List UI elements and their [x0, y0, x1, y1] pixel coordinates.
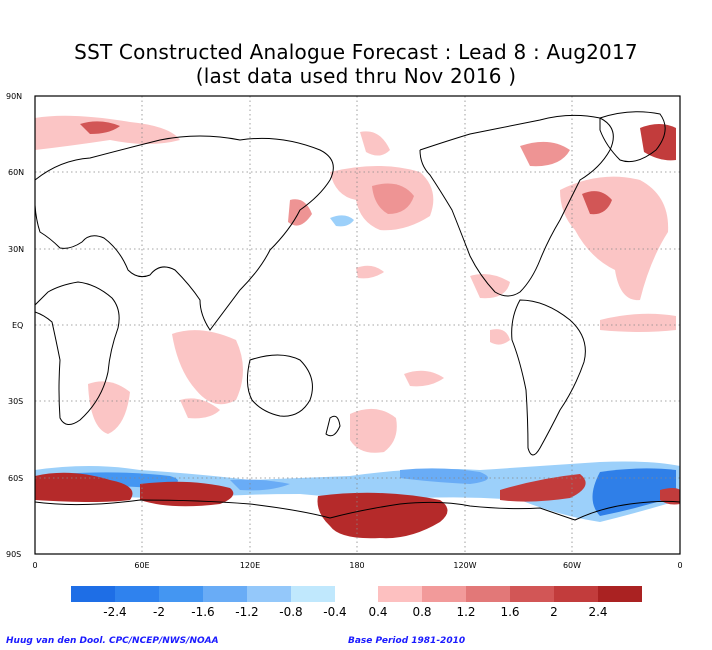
legend-value-label: 0.8 [412, 605, 431, 619]
legend-value-label: 1.2 [456, 605, 475, 619]
coastline-north-america [419, 114, 614, 297]
legend-value-label: 2 [550, 605, 558, 619]
cold-anomaly-nw-pacific [330, 215, 354, 227]
coastline-south-america [511, 299, 586, 456]
warm-anomaly-gulf-stream [582, 191, 612, 215]
lon-label: 120E [240, 561, 260, 570]
legend-value-label: -2.4 [103, 605, 126, 619]
cold-anomaly-core [592, 468, 676, 516]
latitude-labels: 90N 60N 30N EQ 30S 60S 90S [6, 92, 24, 559]
chart-title: SST Constructed Analogue Forecast : Lead… [74, 40, 638, 64]
lat-label: 30N [8, 245, 24, 254]
legend-value-label: -1.6 [191, 605, 214, 619]
coastline-africa-eurasia [35, 281, 120, 425]
warm-anomaly-hudson [520, 141, 570, 167]
legend-value-label: -0.4 [323, 605, 346, 619]
warm-anomaly-barents [80, 121, 120, 134]
legend-value-label: 2.4 [588, 605, 607, 619]
legend-swatch-warm-0 [378, 586, 422, 602]
legend-swatch-cool-4 [247, 586, 291, 602]
lon-label: 0 [677, 561, 682, 570]
lat-label: 60S [8, 474, 23, 483]
warm-anomaly-west-australia [180, 398, 220, 419]
lon-label: 0 [32, 561, 37, 570]
warm-anomaly-central-pacific [356, 265, 384, 279]
warm-anomaly-equatorial [404, 370, 444, 387]
warm-anomaly-north-atlantic-east [35, 115, 180, 150]
legend-swatch-cool-2 [159, 586, 203, 602]
warm-anomaly-ross-sea [317, 492, 448, 539]
coastline-australia [246, 354, 313, 417]
author-credit: Huug van den Dool. CPC/NCEP/NWS/NOAA [6, 636, 219, 646]
lat-label: 90S [6, 550, 21, 559]
warm-anomaly-south-pacific [350, 408, 397, 453]
warm-anomaly-east-pacific [490, 329, 510, 345]
chart-subtitle: (last data used thru Nov 2016 ) [195, 64, 517, 88]
longitude-labels: 0 60E 120E 180 120W 60W 0 [32, 561, 682, 570]
legend-value-label: 0.4 [368, 605, 387, 619]
legend-swatch-warm-3 [510, 586, 554, 602]
warm-anomaly-indian-ocean [172, 330, 243, 405]
coastline-europe-asia-north [35, 135, 334, 331]
coastline-antarctica [35, 499, 680, 521]
legend-swatch-cool-1 [115, 586, 159, 602]
anomaly-shading [35, 115, 680, 539]
warm-anomaly-weddell [660, 488, 680, 505]
warm-anomaly-greenland [640, 124, 676, 161]
warm-anomaly-south-atlantic [35, 472, 133, 502]
cold-anomaly-pacific-west [230, 479, 290, 491]
legend-swatch-cool-0 [71, 586, 115, 602]
coastline-greenland [599, 111, 666, 163]
legend-value-label: -0.8 [279, 605, 302, 619]
legend-swatch-cool-5 [291, 586, 335, 602]
legend-swatch-warm-5 [598, 586, 642, 602]
lat-label: 90N [6, 92, 22, 101]
warm-anomaly-north-pacific-core [372, 183, 414, 214]
coastlines [35, 111, 680, 521]
lon-label: 60E [134, 561, 149, 570]
legend-value-label: -2 [153, 605, 165, 619]
legend-swatch-warm-2 [466, 586, 510, 602]
warm-anomaly-north-atlantic [560, 176, 669, 301]
map-frame [34, 95, 681, 555]
warm-anomaly-amundsen [500, 474, 586, 502]
lat-label: 60N [8, 168, 24, 177]
cold-anomaly-pacific [400, 468, 488, 484]
base-period-note: Base Period 1981-2010 [348, 636, 466, 646]
coastline-new-zealand [325, 415, 341, 437]
warm-anomaly-arctic-east [360, 131, 390, 156]
warm-anomaly-south-indian [88, 381, 130, 434]
lon-label: 60W [563, 561, 581, 570]
legend-value-label: 1.6 [500, 605, 519, 619]
legend-swatch-warm-4 [554, 586, 598, 602]
cold-anomaly-southern-ocean [35, 461, 680, 522]
lon-label: 120W [453, 561, 476, 570]
legend-swatch-warm-1 [422, 586, 466, 602]
lat-label: 30S [8, 397, 23, 406]
warm-anomaly-nw-atlantic-east [600, 313, 676, 332]
lat-label: EQ [12, 321, 23, 330]
lon-label: 180 [349, 561, 364, 570]
color-legend: -2.4 -2 -1.6 -1.2 -0.8 -0.4 0.4 0.8 1.2 1.6 2 2.4 [71, 586, 642, 619]
legend-swatch-cool-3 [203, 586, 247, 602]
legend-value-label: -1.2 [235, 605, 258, 619]
